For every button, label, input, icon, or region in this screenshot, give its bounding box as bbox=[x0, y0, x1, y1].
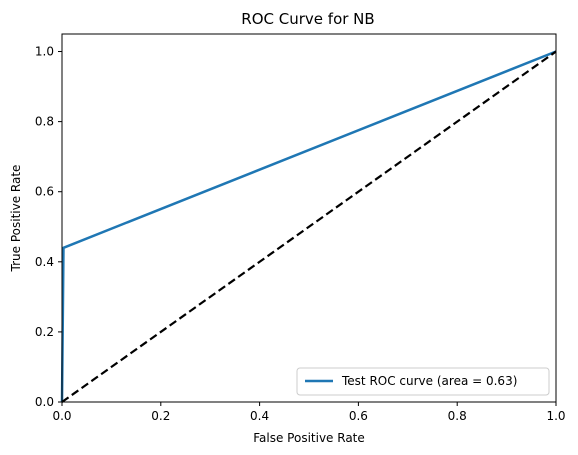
plot-area: 0.0 0.2 0.4 0.6 0.8 1.0 0.0 0.2 0.4 0.6 0.8 1.0 bbox=[35, 33, 566, 423]
legend: Test ROC curve (area = 0.63) bbox=[296, 367, 550, 396]
y-tick-label: 0.8 bbox=[35, 115, 54, 129]
x-tick-label: 0.6 bbox=[349, 409, 368, 423]
x-axis-label: False Positive Rate bbox=[253, 431, 365, 445]
chart-title: ROC Curve for NB bbox=[241, 10, 374, 28]
x-tick-label: 0.2 bbox=[151, 409, 170, 423]
legend-box bbox=[296, 367, 550, 396]
y-tick-label: 0.6 bbox=[35, 185, 54, 199]
x-tick-label: 0.4 bbox=[250, 409, 269, 423]
plot-frame bbox=[61, 33, 557, 403]
diagonal-reference-line bbox=[61, 50, 557, 403]
y-tick-label: 0.4 bbox=[35, 255, 54, 269]
y-tick-label: 0.2 bbox=[35, 325, 54, 339]
tick-layer: 0.0 0.2 0.4 0.6 0.8 1.0 0.0 0.2 0.4 0.6 0.8 1.0 bbox=[35, 45, 566, 423]
y-tick-label: 0.0 bbox=[35, 395, 54, 409]
x-tick-label: 0.8 bbox=[448, 409, 467, 423]
plot-background bbox=[62, 34, 556, 402]
y-tick-label: 1.0 bbox=[35, 45, 54, 59]
y-axis-label: True Positive Rate bbox=[9, 165, 23, 273]
x-tick-label: 1.0 bbox=[546, 409, 565, 423]
x-tick-label: 0.0 bbox=[52, 409, 71, 423]
legend-label: Test ROC curve (area = 0.63) bbox=[341, 374, 517, 388]
